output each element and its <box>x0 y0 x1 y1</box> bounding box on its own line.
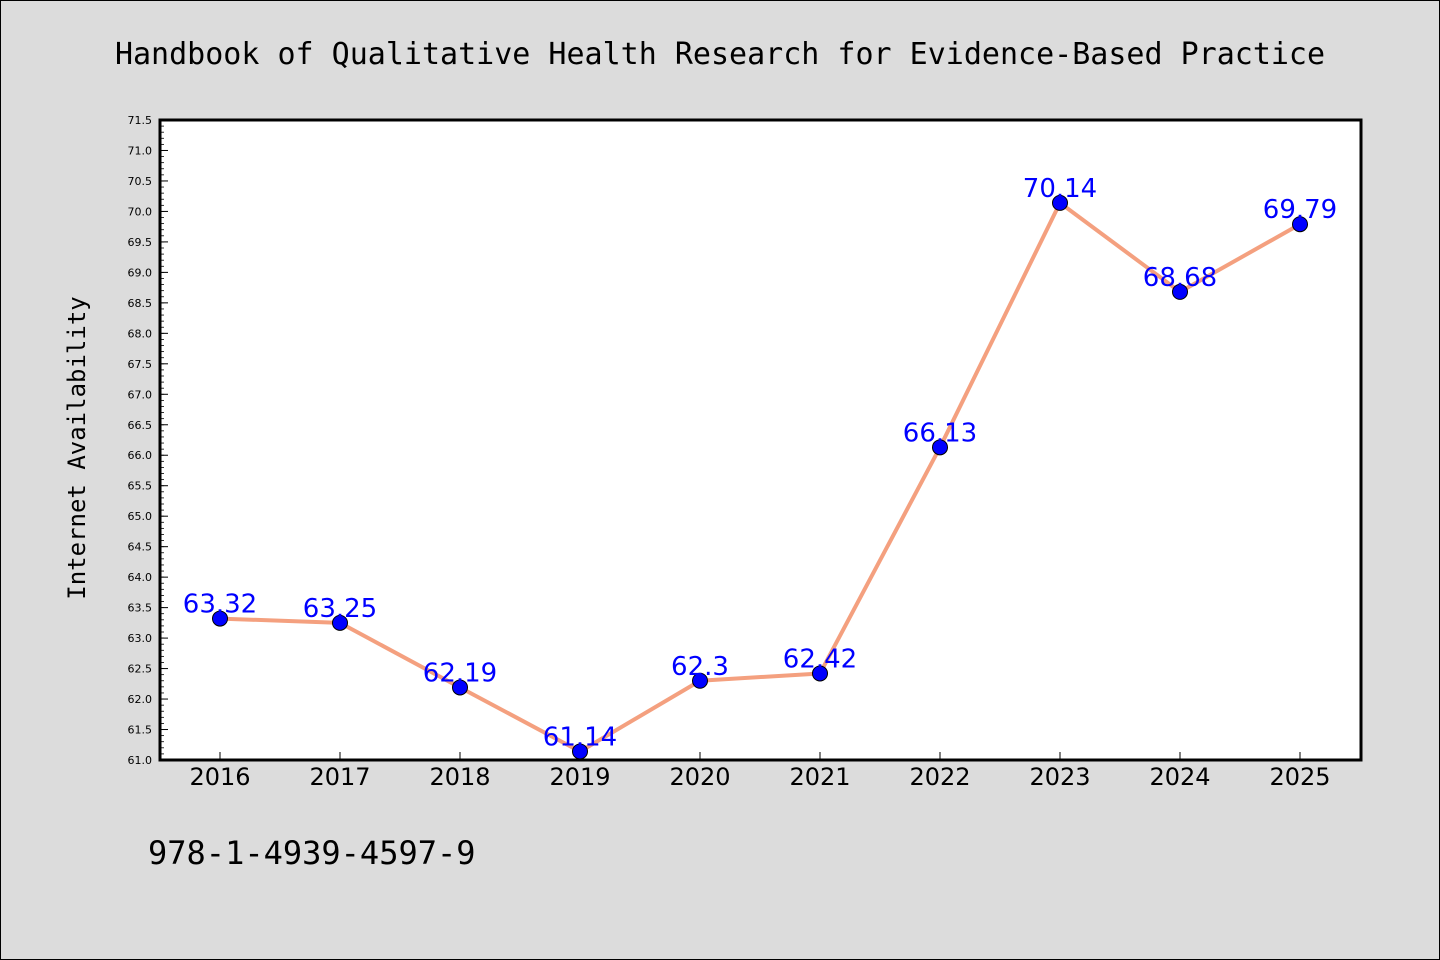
x-tick-label: 2021 <box>789 763 850 791</box>
x-tick-label: 2017 <box>309 763 370 791</box>
x-tick-label: 2019 <box>549 763 610 791</box>
y-tick-label: 69.5 <box>128 236 153 249</box>
y-tick-label: 69.0 <box>128 266 153 279</box>
data-label: 61.14 <box>543 722 617 752</box>
y-tick-label: 66.0 <box>128 449 153 462</box>
x-tick-label: 2016 <box>189 763 250 791</box>
x-axis: 2016 2017 2018 2019 2020 2021 2022 2023 2024 2025 <box>189 752 1331 791</box>
y-tick-label: 64.5 <box>128 541 153 554</box>
data-point <box>332 614 348 631</box>
y-tick-label: 71.0 <box>128 144 153 157</box>
y-axis: 61.0 61.5 62.0 62.5 63.0 63.5 64.0 64.5 65.0 65.5… <box>128 114 168 767</box>
y-axis-label: Internet Availability <box>63 296 91 599</box>
data-label: 68.68 <box>1143 263 1217 293</box>
data-label: 63.32 <box>183 590 257 620</box>
y-tick-label: 65.0 <box>128 510 153 523</box>
y-tick-label: 61.0 <box>128 754 153 767</box>
data-point <box>932 439 948 456</box>
data-label: 70.14 <box>1023 174 1097 204</box>
data-point <box>1172 283 1188 300</box>
y-tick-label: 61.5 <box>128 724 153 737</box>
data-point <box>1052 194 1068 211</box>
data-point <box>692 672 708 689</box>
chart-title: Handbook of Qualitative Health Research … <box>115 37 1325 72</box>
x-tick-label: 2025 <box>1269 763 1330 791</box>
x-tick-label: 2023 <box>1029 763 1090 791</box>
data-label: 62.3 <box>671 652 729 682</box>
data-labels-group: 63.32 63.25 62.19 61.14 62.3 62.42 66.13 70.14 6… <box>183 174 1337 753</box>
data-point <box>812 665 828 682</box>
isbn-text: 978-1-4939-4597-9 <box>148 834 476 872</box>
data-point <box>212 610 228 627</box>
x-tick-label: 2020 <box>669 763 730 791</box>
y-tick-label: 64.0 <box>128 571 153 584</box>
data-label: 69.79 <box>1263 195 1337 225</box>
y-tick-label: 63.5 <box>128 602 153 615</box>
y-tick-label: 71.5 <box>128 114 153 127</box>
y-tick-label: 67.5 <box>128 358 153 371</box>
y-tick-label: 68.0 <box>128 327 153 340</box>
data-point <box>572 743 588 760</box>
data-label: 63.25 <box>303 594 377 624</box>
y-tick-label: 62.5 <box>128 663 153 676</box>
plot-area <box>158 118 1363 762</box>
x-tick-label: 2022 <box>909 763 970 791</box>
series-line <box>219 200 1301 754</box>
x-tick-label: 2024 <box>1149 763 1210 791</box>
data-label: 62.19 <box>423 658 497 688</box>
data-label: 62.42 <box>783 644 857 674</box>
y-tick-label: 63.0 <box>128 632 153 645</box>
series-group <box>212 194 1308 760</box>
data-point <box>452 679 468 696</box>
y-tick-label: 70.5 <box>128 175 153 188</box>
y-tick-label: 67.0 <box>128 388 153 401</box>
y-tick-label: 65.5 <box>128 480 153 493</box>
data-point <box>1292 216 1308 233</box>
data-label: 66.13 <box>903 418 977 448</box>
y-tick-label: 68.5 <box>128 297 153 310</box>
y-tick-label: 66.5 <box>128 419 153 432</box>
y-tick-label: 70.0 <box>128 205 153 218</box>
x-tick-label: 2018 <box>429 763 490 791</box>
y-tick-label: 62.0 <box>128 693 153 706</box>
